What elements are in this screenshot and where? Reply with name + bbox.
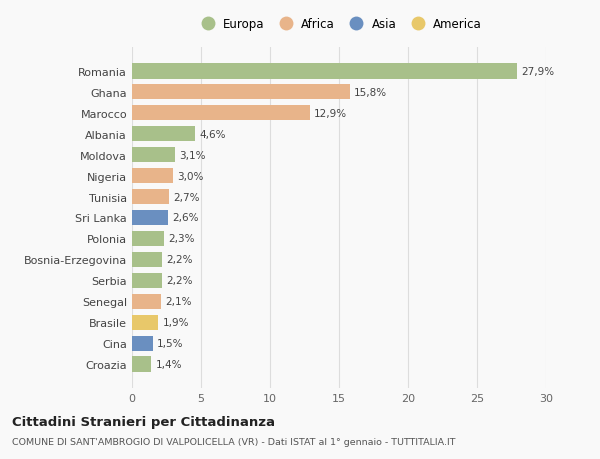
Text: 4,6%: 4,6%: [200, 129, 226, 139]
Text: 2,2%: 2,2%: [167, 276, 193, 286]
Bar: [132, 315, 158, 330]
Bar: [132, 273, 163, 289]
Bar: [132, 168, 173, 184]
Text: 2,7%: 2,7%: [173, 192, 200, 202]
Bar: [132, 126, 196, 142]
Text: 3,1%: 3,1%: [179, 150, 205, 160]
Bar: [132, 294, 161, 310]
Bar: [132, 357, 151, 372]
Text: 2,2%: 2,2%: [167, 255, 193, 265]
Bar: [132, 252, 163, 268]
Text: 2,3%: 2,3%: [168, 234, 194, 244]
Bar: [132, 64, 517, 79]
Text: 2,6%: 2,6%: [172, 213, 199, 223]
Legend: Europa, Africa, Asia, America: Europa, Africa, Asia, America: [191, 13, 487, 36]
Bar: [132, 189, 169, 205]
Text: 1,5%: 1,5%: [157, 339, 184, 349]
Text: Cittadini Stranieri per Cittadinanza: Cittadini Stranieri per Cittadinanza: [12, 415, 275, 428]
Bar: [132, 336, 152, 352]
Text: 15,8%: 15,8%: [354, 87, 388, 97]
Text: 1,9%: 1,9%: [163, 318, 189, 328]
Text: 12,9%: 12,9%: [314, 108, 347, 118]
Text: 1,4%: 1,4%: [155, 359, 182, 369]
Text: 27,9%: 27,9%: [521, 67, 554, 77]
Bar: [132, 210, 168, 226]
Text: 3,0%: 3,0%: [178, 171, 204, 181]
Bar: [132, 231, 164, 247]
Bar: [132, 106, 310, 121]
Text: 2,1%: 2,1%: [165, 297, 191, 307]
Bar: [132, 147, 175, 163]
Text: COMUNE DI SANT'AMBROGIO DI VALPOLICELLA (VR) - Dati ISTAT al 1° gennaio - TUTTIT: COMUNE DI SANT'AMBROGIO DI VALPOLICELLA …: [12, 437, 455, 446]
Bar: [132, 84, 350, 100]
